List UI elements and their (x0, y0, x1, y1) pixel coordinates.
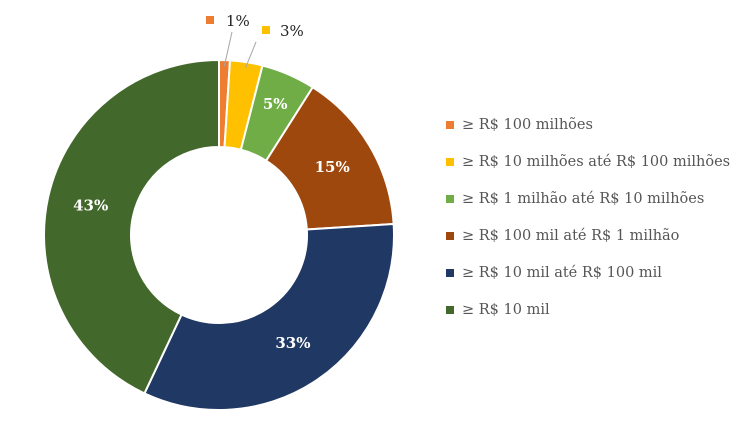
legend-swatch-5 (446, 269, 454, 277)
legend-label-3: ≥ R$ 1 milhão até R$ 10 milhões (462, 191, 704, 207)
legend-swatch-4 (446, 232, 454, 240)
data-label-5: 33% (275, 334, 310, 352)
slice-6 (43, 58, 220, 395)
legend-label-6: ≥ R$ 10 mil (462, 302, 550, 318)
legend-swatch-1 (446, 121, 454, 129)
legend: ≥ R$ 100 milhões ≥ R$ 10 milhões até R$ 1… (446, 117, 730, 318)
legend-label-4: ≥ R$ 100 mil até R$ 1 milhão (462, 228, 679, 244)
leader-line-1 (223, 31, 233, 67)
data-label-3: 5% (263, 95, 288, 113)
leader-line-2 (244, 41, 257, 69)
legend-label-1: ≥ R$ 100 milhões (462, 117, 593, 133)
donut-slices (43, 58, 395, 411)
data-labels: 1% 3% 5% 15% 33% 43% (73, 12, 350, 352)
slice-5 (143, 222, 395, 411)
legend-swatch-3 (446, 195, 454, 203)
legend-label-2: ≥ R$ 10 milhões até R$ 100 milhões (462, 154, 730, 170)
data-label-key-1 (206, 16, 214, 24)
data-label-4: 15% (315, 158, 350, 176)
leader-lines (223, 31, 257, 69)
data-label-key-2 (262, 26, 270, 34)
legend-swatch-2 (446, 158, 454, 166)
data-label-6: 43% (73, 196, 108, 214)
data-label-1: 1% (226, 12, 250, 30)
data-label-2: 3% (280, 22, 304, 40)
legend-swatch-6 (446, 306, 454, 314)
legend-label-5: ≥ R$ 10 mil até R$ 100 mil (462, 265, 662, 281)
